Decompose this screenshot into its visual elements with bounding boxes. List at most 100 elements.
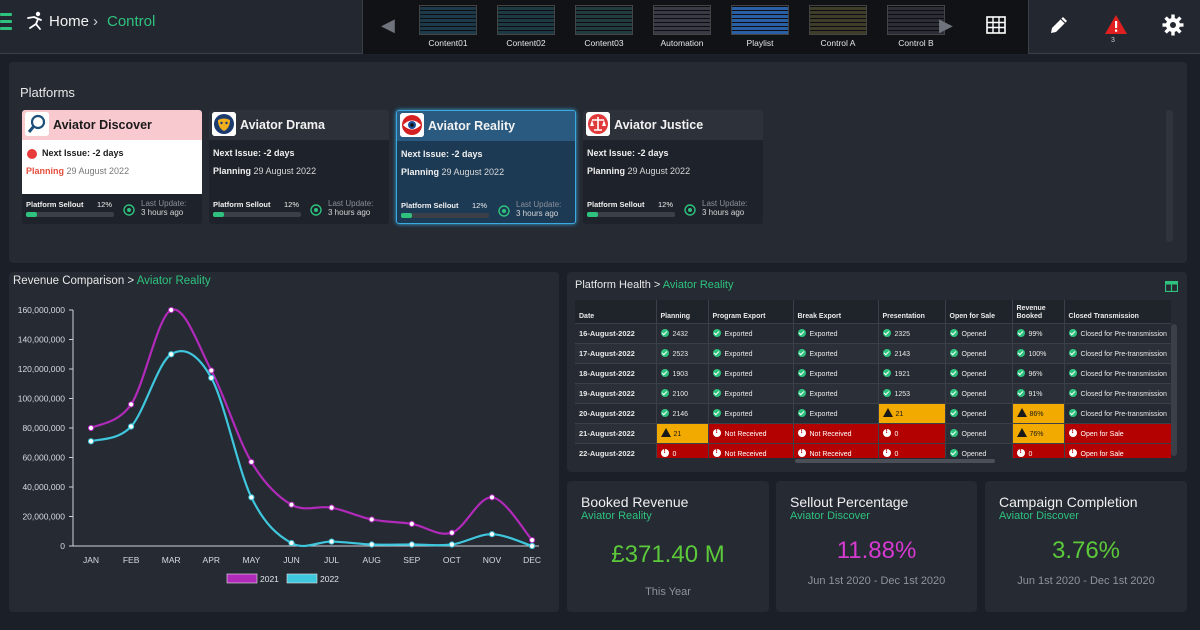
status-cell: Closed for Pre-transmission xyxy=(1064,383,1171,404)
data-point[interactable] xyxy=(408,520,415,527)
data-point[interactable] xyxy=(248,458,255,466)
platform-card-header: Aviator Drama xyxy=(209,110,389,140)
data-point[interactable] xyxy=(529,542,536,550)
table-header-cell[interactable]: Date xyxy=(575,300,657,324)
next-issue-text: Next Issue: -2 days xyxy=(587,148,669,158)
screen-thumbnail[interactable]: Content03 xyxy=(574,5,634,48)
data-point[interactable] xyxy=(87,424,95,432)
check-circle-icon xyxy=(949,388,958,397)
thumbnail-label: Control A xyxy=(820,38,856,48)
warning-triangle-icon[interactable] xyxy=(1104,13,1128,37)
table-header-cell[interactable]: Planning xyxy=(656,300,709,324)
data-point[interactable] xyxy=(448,541,455,548)
status-text: Opened xyxy=(961,370,987,378)
platform-card-body: Next Issue: -2 days Planning 29 August 20… xyxy=(22,140,202,194)
grid-icon[interactable] xyxy=(986,16,1006,34)
screen-thumbnail[interactable]: Automation xyxy=(652,5,712,48)
health-vertical-scrollbar[interactable] xyxy=(1171,324,1177,456)
data-point[interactable] xyxy=(128,401,135,408)
gear-icon[interactable] xyxy=(1161,13,1185,37)
hamburger-icon[interactable] xyxy=(0,11,14,33)
table-header-cell[interactable]: Revenue Booked xyxy=(1012,300,1065,324)
data-point[interactable] xyxy=(368,516,375,523)
issue-alert-dot-icon xyxy=(27,149,37,159)
status-text: 21 xyxy=(895,411,904,418)
data-point[interactable] xyxy=(529,537,536,544)
data-point[interactable] xyxy=(448,529,455,536)
data-point[interactable] xyxy=(248,494,255,501)
table-header-cell[interactable]: Break Export xyxy=(793,300,879,324)
status-cell: 2146 xyxy=(656,403,709,424)
platform-card[interactable]: Aviator Justice Next Issue: -2 days Planni… xyxy=(583,110,763,224)
data-point[interactable] xyxy=(208,367,215,374)
screen-thumbnail[interactable]: Playlist xyxy=(730,5,790,48)
revenue-title: Revenue Comparison > Aviator Reality xyxy=(13,275,211,287)
next-arrow-icon[interactable]: ▶ xyxy=(939,15,953,35)
x-tick-label: DEC xyxy=(523,555,541,565)
data-point[interactable] xyxy=(288,501,295,508)
data-point[interactable] xyxy=(488,531,496,538)
screen-thumbnail[interactable]: Control B xyxy=(886,5,946,48)
table-row[interactable]: 21-August-2022 21 Not Received Not Received… xyxy=(575,423,1171,444)
y-tick-label: 0 xyxy=(60,541,65,551)
screen-thumbnail[interactable]: Control A xyxy=(808,5,868,48)
platforms-scrollbar[interactable] xyxy=(1166,110,1173,242)
table-row[interactable]: 17-August-2022 2523 Exported Exported 2143 Op… xyxy=(575,343,1171,364)
data-point[interactable] xyxy=(328,538,335,545)
data-point[interactable] xyxy=(328,504,335,511)
table-row[interactable]: 20-August-2022 2146 Exported Exported 21 Open… xyxy=(575,403,1171,424)
table-header-cell[interactable]: Closed Transmission xyxy=(1064,300,1171,324)
status-text: Exported xyxy=(724,410,753,418)
table-row[interactable]: 19-August-2022 2100 Exported Exported 1253 Op… xyxy=(575,383,1171,404)
status-cell: 1903 xyxy=(656,363,709,384)
status-cell: 91% xyxy=(1012,383,1065,404)
data-point[interactable] xyxy=(168,306,175,314)
revenue-title-prefix: Revenue Comparison > xyxy=(13,275,135,287)
legend-swatch[interactable] xyxy=(226,573,258,584)
screen-thumbnail[interactable]: Content01 xyxy=(418,5,478,48)
status-cell: 2143 xyxy=(878,343,946,364)
thumbnail-label: Control B xyxy=(898,38,934,48)
data-point[interactable] xyxy=(368,541,375,548)
check-circle-icon xyxy=(1068,408,1077,417)
table-row[interactable]: 16-August-2022 2432 Exported Exported 2325 Op… xyxy=(575,323,1171,344)
columns-icon[interactable] xyxy=(1165,281,1178,292)
kpi-value: 3.76% xyxy=(1051,537,1121,564)
check-circle-icon xyxy=(660,408,669,417)
status-cell: Closed for Pre-transmission xyxy=(1064,403,1171,424)
date-cell: 17-August-2022 xyxy=(575,343,657,364)
next-issue-text: Next Issue: -2 days xyxy=(42,148,124,158)
kpi-value: 11.88% xyxy=(836,537,917,564)
data-point[interactable] xyxy=(168,351,175,358)
previous-arrow-icon[interactable]: ◀ xyxy=(381,15,395,35)
last-update-icon xyxy=(498,204,510,217)
platform-card[interactable]: Aviator Reality Next Issue: -2 days Planni… xyxy=(396,110,576,224)
health-horizontal-scrollbar[interactable] xyxy=(795,459,995,463)
status-cell: Opened xyxy=(945,343,1013,364)
legend-swatch[interactable] xyxy=(286,573,318,584)
data-point[interactable] xyxy=(208,374,215,381)
breadcrumb-home[interactable]: Home xyxy=(49,13,90,30)
status-text: 1253 xyxy=(894,390,911,398)
magnifier-icon xyxy=(25,112,49,136)
data-point[interactable] xyxy=(408,541,415,548)
data-point[interactable] xyxy=(87,438,95,445)
data-point[interactable] xyxy=(288,539,295,547)
platform-card[interactable]: Aviator Drama Next Issue: -2 days Planning… xyxy=(209,110,389,224)
table-header-cell[interactable]: Program Export xyxy=(708,300,794,324)
date-cell: 20-August-2022 xyxy=(575,403,657,424)
table-header-cell[interactable]: Presentation xyxy=(878,300,946,324)
table-row[interactable]: 18-August-2022 1903 Exported Exported 1921 Op… xyxy=(575,363,1171,384)
table-row[interactable]: 22-August-2022 0 Not Received Not Received 0… xyxy=(575,443,1171,458)
status-text: 1903 xyxy=(672,370,689,378)
table-header-cell[interactable]: Open for Sale xyxy=(945,300,1013,324)
data-point[interactable] xyxy=(128,423,135,430)
pencil-icon[interactable] xyxy=(1047,13,1071,37)
platform-card[interactable]: Aviator Discover Next Issue: -2 days Plann… xyxy=(22,110,202,224)
data-point[interactable] xyxy=(488,494,496,501)
screen-thumbnail[interactable]: Content02 xyxy=(496,5,556,48)
status-text: Exported xyxy=(724,350,753,358)
status-text: 2523 xyxy=(672,350,689,358)
health-title-platform: Aviator Reality xyxy=(662,279,734,291)
thumbnail-preview xyxy=(497,5,555,35)
